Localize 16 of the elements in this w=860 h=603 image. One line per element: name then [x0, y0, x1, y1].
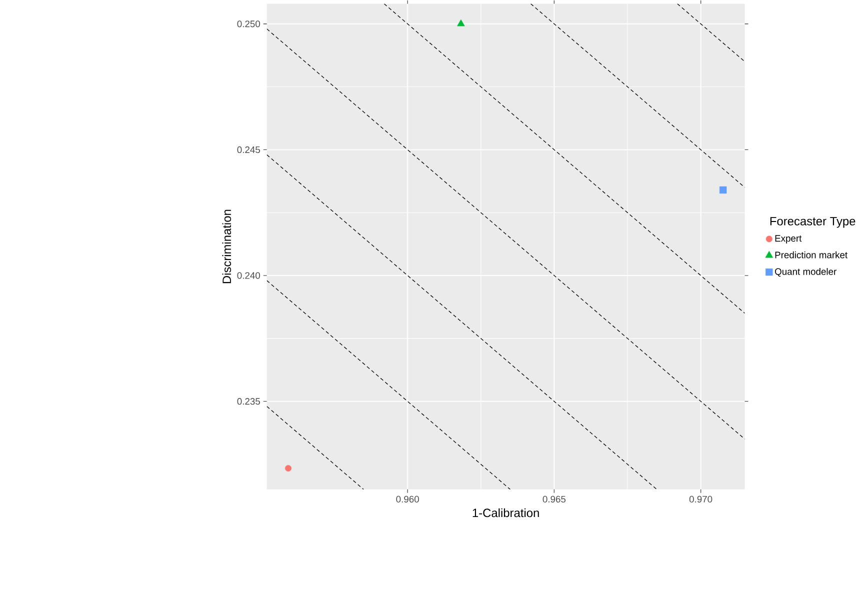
y-tick-label: 0.245 — [237, 146, 260, 154]
y-tick-label: 0.235 — [237, 398, 260, 405]
x-axis-title: 1-Calibration — [472, 508, 539, 518]
point — [284, 465, 292, 472]
x-tick-label: 0.960 — [396, 496, 419, 503]
y-axis-title: Discrimination — [222, 210, 232, 284]
x-tick-label: 0.965 — [542, 496, 566, 503]
y-tick-label: 0.250 — [237, 20, 260, 28]
x-tick-label: 0.970 — [689, 496, 712, 503]
legend-title: Forecaster Type — [770, 217, 856, 228]
y-tick-label: 0.240 — [237, 272, 260, 280]
legend-label: Prediction market — [775, 252, 848, 258]
point — [457, 20, 465, 26]
legend-label: Quant modeler — [775, 268, 836, 277]
point — [719, 186, 727, 194]
legend-label: Expert — [775, 235, 802, 244]
